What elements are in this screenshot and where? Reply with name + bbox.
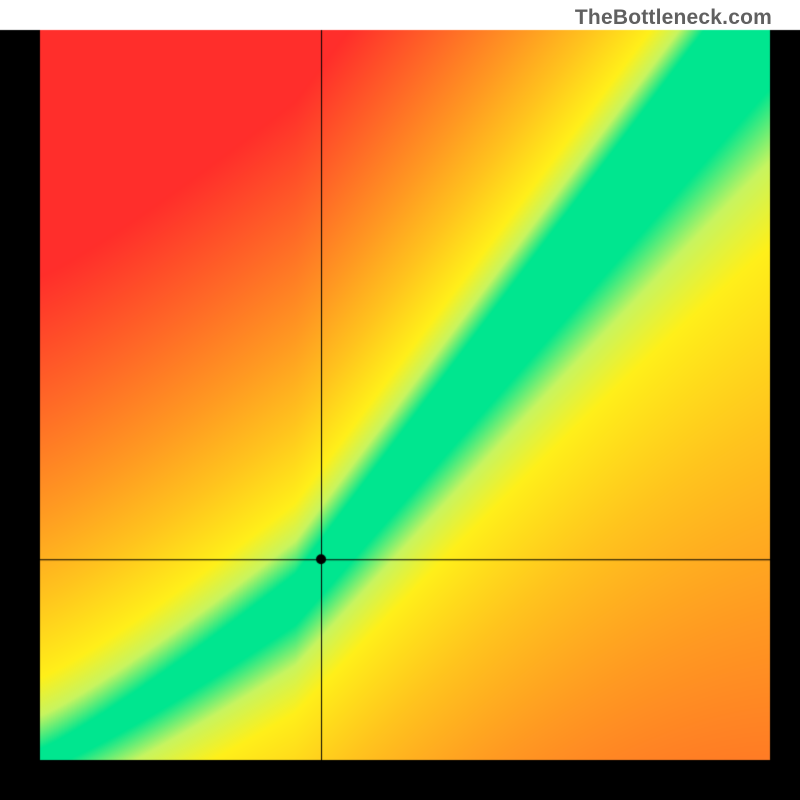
- bottleneck-heatmap: [0, 0, 800, 800]
- watermark-text: TheBottleneck.com: [575, 6, 772, 30]
- chart-container: TheBottleneck.com: [0, 0, 800, 800]
